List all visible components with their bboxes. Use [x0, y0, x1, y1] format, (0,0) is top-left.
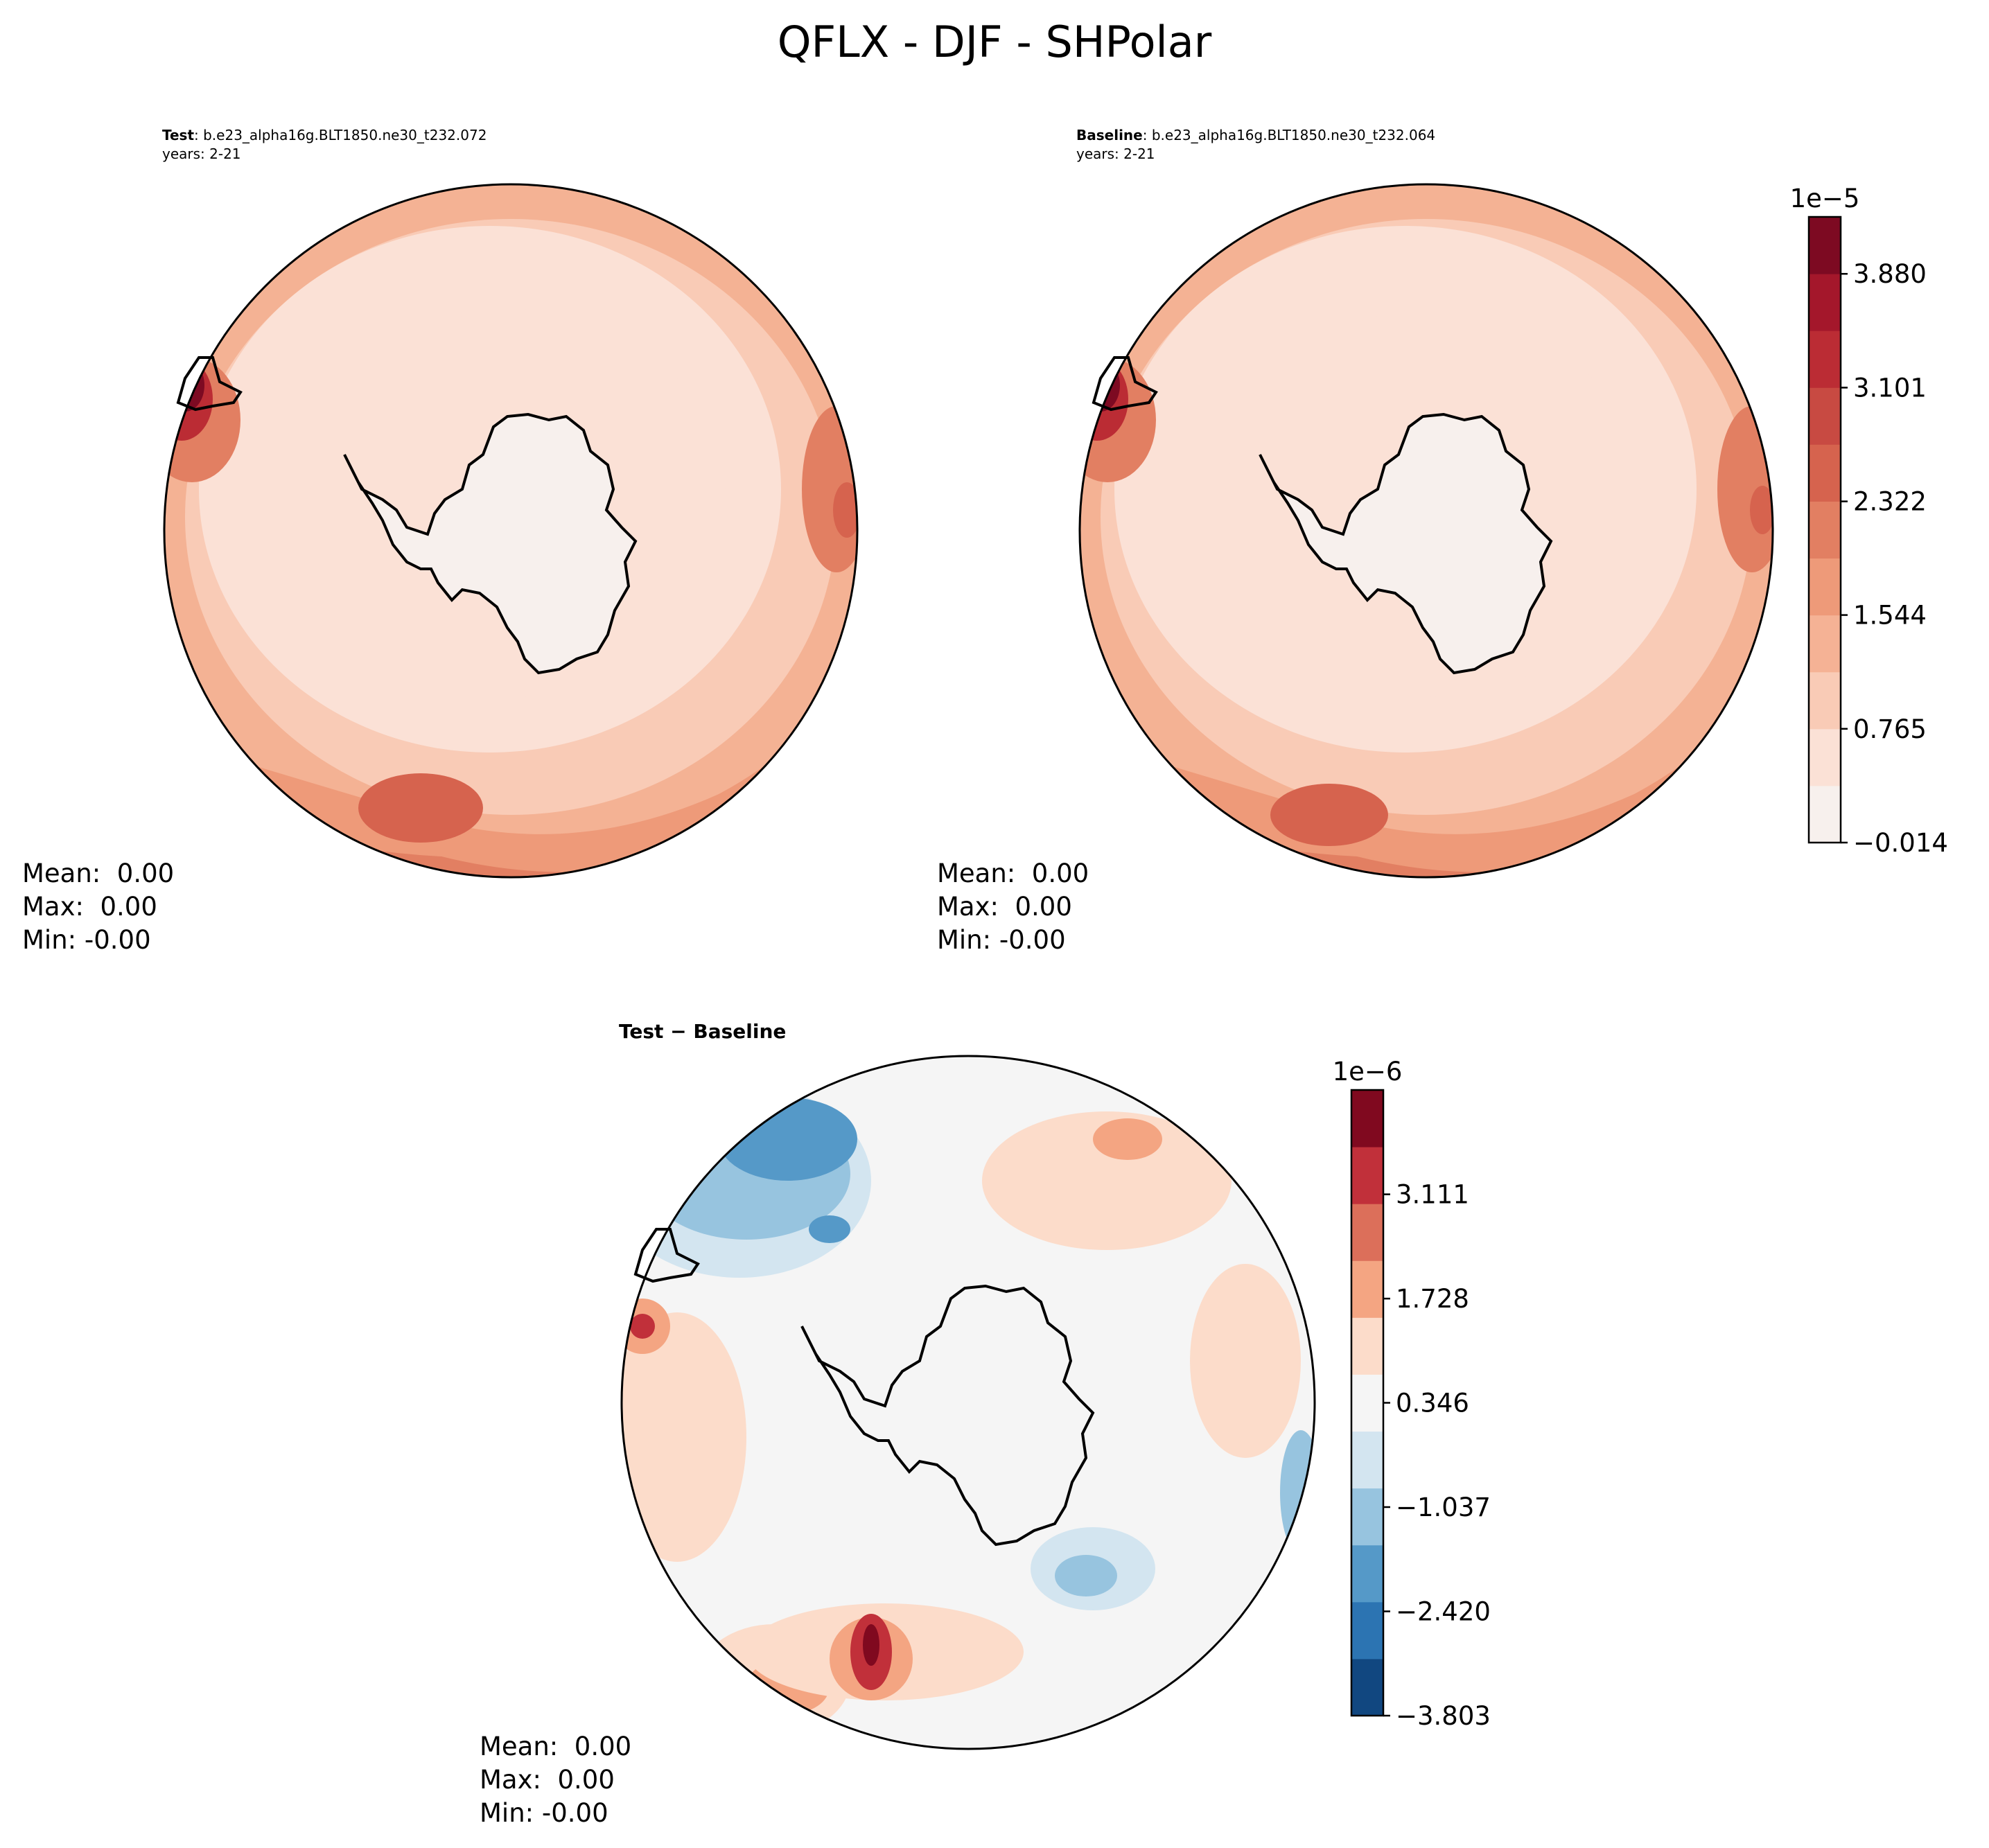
colorbar-diff-tick-label-1: −2.420 [1396, 1597, 1491, 1627]
panel-baseline-mean: Mean: 0.00 [937, 859, 1089, 888]
colorbar-main-tick-label-4: 3.101 [1853, 373, 1927, 403]
colorbar-diff-segment-4 [1351, 1431, 1383, 1489]
colorbar-diff-tick-label-5: 3.111 [1396, 1180, 1469, 1210]
colorbar-main-segment-2 [1809, 671, 1841, 730]
colorbar-main-segment-1 [1809, 728, 1841, 786]
map-diff [620, 1055, 1316, 1750]
colorbar-diff-segment-5 [1351, 1374, 1383, 1432]
colorbar-diff-exponent: 1e−6 [1333, 1057, 1403, 1086]
colorbar-main-tick-label-1: 0.765 [1853, 714, 1927, 744]
panel-diff-mean: Mean: 0.00 [480, 1732, 631, 1761]
colorbar-main-segment-5 [1809, 501, 1841, 559]
colorbar-main-tick-label-5: 3.880 [1853, 259, 1927, 289]
colorbar-diff-segment-9 [1351, 1147, 1383, 1204]
panel-diff-max: Max: 0.00 [480, 1765, 615, 1795]
panel-baseline-label-bold: Baseline [1076, 127, 1143, 143]
panel-baseline-header: Baseline: b.e23_alpha16g.BLT1850.ne30_t2… [1076, 127, 1435, 143]
colorbar-main-tick-label-3: 2.322 [1853, 487, 1927, 517]
colorbar-main-segment-0 [1809, 785, 1841, 843]
colorbar-diff-tick-label-0: −3.803 [1396, 1701, 1491, 1731]
colorbar-diff-segment-6 [1351, 1317, 1383, 1375]
colorbar-main-segment-3 [1809, 615, 1841, 673]
colorbar-diff-tick-label-4: 1.728 [1396, 1284, 1469, 1314]
map-baseline [1078, 183, 1774, 879]
colorbar-main-segment-4 [1809, 558, 1841, 616]
colorbar-main-segment-8 [1809, 331, 1841, 388]
colorbar-main-tick-label-0: −0.014 [1853, 828, 1948, 858]
panel-baseline-years: years: 2-21 [1076, 146, 1155, 162]
colorbar-diff-tick-label-2: −1.037 [1396, 1493, 1491, 1522]
panel-diff-min: Min: -0.00 [480, 1798, 608, 1828]
panel-test-mean: Mean: 0.00 [22, 859, 174, 888]
colorbar-main-tick-label-2: 1.544 [1853, 601, 1927, 631]
panel-baseline: Baseline: b.e23_alpha16g.BLT1850.ne30_t2… [937, 127, 1774, 955]
colorbar-main-segment-6 [1809, 444, 1841, 502]
figure-title: QFLX - DJF - SHPolar [778, 17, 1212, 67]
colorbar-diff-segment-2 [1351, 1545, 1383, 1603]
colorbar-diff-segment-0 [1351, 1658, 1383, 1716]
panel-test-header: Test: b.e23_alpha16g.BLT1850.ne30_t232.0… [162, 127, 487, 143]
colorbar-main-exponent: 1e−5 [1790, 184, 1860, 213]
colorbar-main-segment-9 [1809, 274, 1841, 331]
panel-test-max: Max: 0.00 [22, 892, 157, 922]
panel-baseline-label-rest: : b.e23_alpha16g.BLT1850.ne30_t232.064 [1143, 127, 1435, 143]
panel-test-min: Min: -0.00 [22, 925, 151, 955]
colorbar-main-segment-7 [1809, 387, 1841, 445]
colorbar-main: −0.014 0.765 1.544 2.322 3.101 3.880 1e−5 [1790, 184, 1948, 858]
colorbar-diff-tick-label-3: 0.346 [1396, 1389, 1469, 1418]
colorbar-diff-segment-8 [1351, 1204, 1383, 1261]
panel-diff: Test − Baseline [480, 1020, 1316, 1828]
panel-test-label-bold: Test [162, 127, 194, 143]
panel-baseline-min: Min: -0.00 [937, 925, 1066, 955]
colorbar-diff-segment-10 [1351, 1090, 1383, 1147]
panel-test-label-rest: : b.e23_alpha16g.BLT1850.ne30_t232.072 [194, 127, 487, 143]
colorbar-main-frame [1807, 215, 1842, 844]
panel-test: Test: b.e23_alpha16g.BLT1850.ne30_t232.0… [22, 127, 859, 955]
panel-test-years: years: 2-21 [162, 146, 241, 162]
colorbar-diff-segment-7 [1351, 1260, 1383, 1318]
colorbar-diff: −3.803 −2.420 −1.037 0.346 1.728 3.111 1e−6 [1333, 1057, 1491, 1731]
colorbar-main-segment-10 [1809, 217, 1841, 274]
colorbar-diff-segment-1 [1351, 1601, 1383, 1660]
panel-baseline-max: Max: 0.00 [937, 892, 1072, 922]
map-test [163, 183, 859, 879]
panel-diff-label: Test − Baseline [619, 1020, 786, 1043]
colorbar-diff-segment-3 [1351, 1488, 1383, 1546]
